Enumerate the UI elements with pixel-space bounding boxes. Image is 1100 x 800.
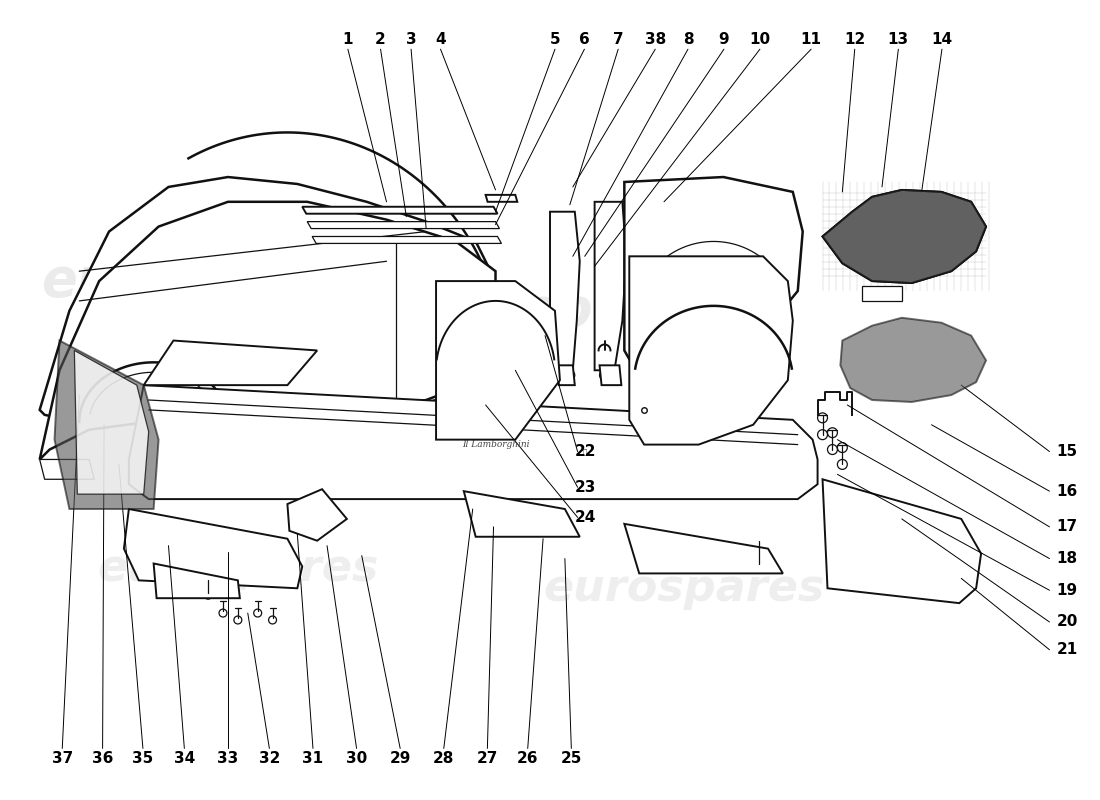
Text: 1: 1 [342,32,353,46]
Text: 7: 7 [613,32,624,46]
Polygon shape [302,206,497,214]
Text: 16: 16 [1057,484,1078,498]
Polygon shape [144,341,317,385]
Text: 37: 37 [52,751,73,766]
Text: 22: 22 [574,444,596,459]
Text: 24: 24 [575,510,596,525]
Polygon shape [625,524,783,574]
Polygon shape [595,202,626,370]
Text: 31: 31 [302,751,323,766]
Text: 12: 12 [844,32,866,46]
Text: 35: 35 [132,751,154,766]
Polygon shape [862,286,902,301]
Polygon shape [40,177,495,420]
Text: 29: 29 [389,751,411,766]
Text: 2: 2 [375,32,386,46]
Polygon shape [436,281,560,440]
Polygon shape [823,190,986,283]
Polygon shape [625,177,803,385]
Polygon shape [464,491,580,537]
Text: 26: 26 [517,751,539,766]
Text: eurospares: eurospares [97,547,378,590]
Text: 4: 4 [436,32,446,46]
Polygon shape [129,385,817,499]
Text: 33: 33 [218,751,239,766]
Text: 23: 23 [575,480,596,494]
Text: 13: 13 [888,32,909,46]
Text: 18: 18 [1057,551,1078,566]
Polygon shape [40,202,495,459]
Text: eurospares: eurospares [42,255,375,307]
Text: 10: 10 [749,32,770,46]
Polygon shape [154,563,240,598]
Text: Il Lamborghini: Il Lamborghini [462,440,529,449]
Text: 36: 36 [92,751,113,766]
Polygon shape [557,366,575,385]
Polygon shape [485,195,517,202]
Text: 11: 11 [801,32,822,46]
Polygon shape [840,318,986,402]
Polygon shape [55,341,158,509]
Text: 21: 21 [1057,642,1078,658]
Polygon shape [550,212,580,370]
Text: 9: 9 [718,32,729,46]
Text: 15: 15 [1057,444,1078,459]
Text: eurospares: eurospares [388,285,722,337]
Text: eurospares: eurospares [543,566,825,610]
Polygon shape [40,459,95,479]
Text: 8: 8 [683,32,693,46]
Text: 25: 25 [561,751,582,766]
Text: 3: 3 [406,32,417,46]
Polygon shape [307,222,499,229]
Polygon shape [823,479,981,603]
Text: 🐂: 🐂 [583,448,586,455]
Text: 17: 17 [1057,519,1078,534]
Text: 32: 32 [258,751,280,766]
Text: 19: 19 [1057,582,1078,598]
Text: 28: 28 [433,751,454,766]
Text: 27: 27 [476,751,498,766]
Polygon shape [312,237,502,243]
Text: 30: 30 [346,751,367,766]
Polygon shape [600,366,621,385]
Text: 20: 20 [1057,614,1078,630]
Text: 6: 6 [579,32,590,46]
Text: 38: 38 [645,32,665,46]
Polygon shape [823,190,986,283]
Polygon shape [75,350,148,494]
Text: 34: 34 [174,751,195,766]
Polygon shape [629,256,793,445]
Text: 5: 5 [550,32,560,46]
Polygon shape [287,489,346,541]
Polygon shape [124,509,303,588]
Text: 14: 14 [932,32,953,46]
